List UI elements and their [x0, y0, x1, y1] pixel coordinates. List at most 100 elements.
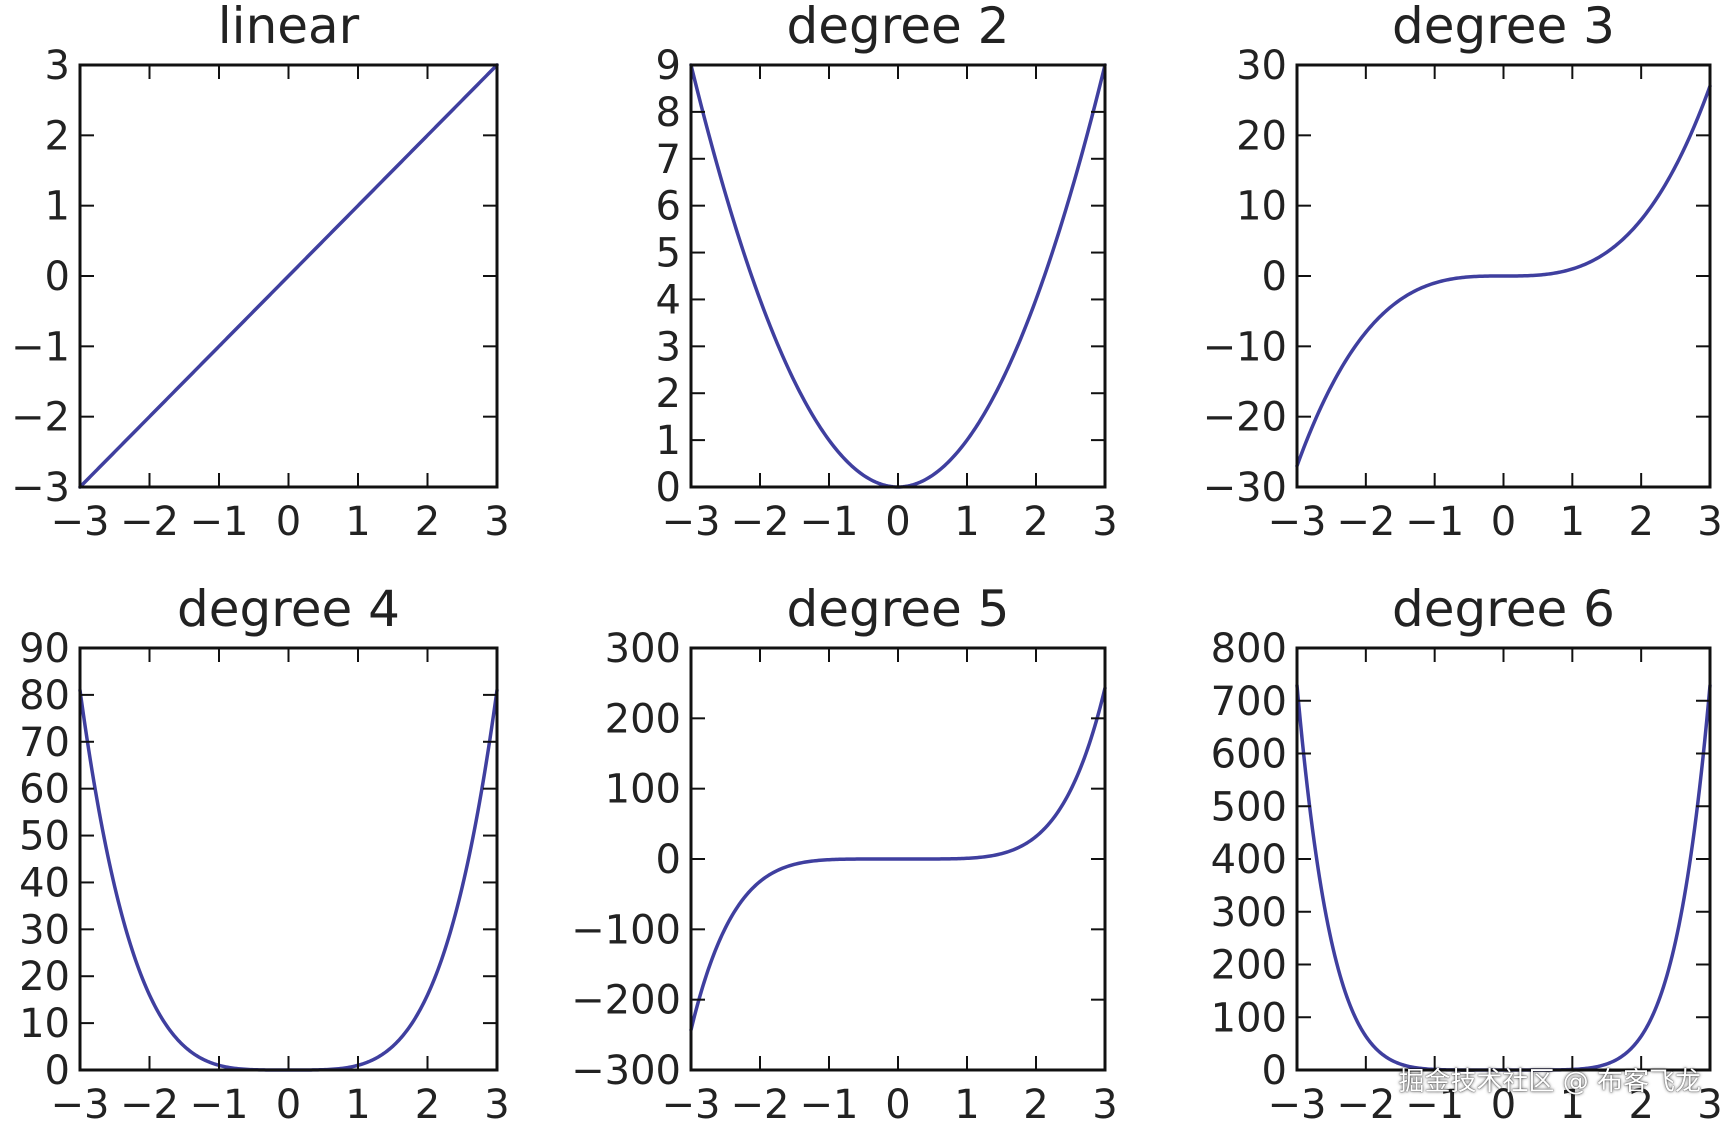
x-tick-label: −2	[731, 499, 790, 545]
y-tick-label: −200	[571, 978, 681, 1024]
y-tick-label: 400	[1211, 837, 1287, 883]
x-tick-label: 3	[1092, 499, 1117, 545]
y-tick-label: 60	[19, 767, 70, 813]
series-line	[689, 686, 1107, 1032]
x-tick-label: −2	[1336, 499, 1395, 545]
x-tick-label: 0	[276, 1082, 301, 1128]
x-tick-label: 3	[484, 499, 509, 545]
x-tick-label: −1	[190, 1082, 249, 1128]
x-tick-label: −1	[800, 499, 859, 545]
x-tick-label: 1	[954, 1082, 979, 1128]
x-tick-label: 3	[484, 1082, 509, 1128]
y-tick-label: 700	[1211, 679, 1287, 725]
x-tick-label: 2	[1628, 1082, 1653, 1128]
y-tick-label: 20	[1236, 113, 1287, 159]
y-tick-label: 0	[45, 254, 70, 300]
y-tick-label: 70	[19, 720, 70, 766]
x-tick-label: 2	[415, 499, 440, 545]
x-tick-label: 1	[1560, 499, 1585, 545]
x-tick-label: 0	[1491, 1082, 1516, 1128]
subplot-title: degree 4	[177, 580, 400, 638]
x-tick-label: −3	[1268, 499, 1327, 545]
subplot-title: degree 3	[1392, 0, 1615, 55]
y-tick-label: −10	[1203, 324, 1287, 370]
x-tick-label: −1	[190, 499, 249, 545]
x-tick-label: 1	[954, 499, 979, 545]
y-tick-label: 90	[19, 626, 70, 672]
x-tick-label: 0	[885, 1082, 910, 1128]
x-tick-label: −2	[120, 499, 179, 545]
series-line	[1295, 84, 1712, 468]
y-tick-label: −3	[11, 465, 70, 511]
x-tick-label: 2	[1023, 1082, 1048, 1128]
y-tick-label: 2	[45, 113, 70, 159]
x-tick-label: 2	[1023, 499, 1048, 545]
y-tick-label: 100	[1211, 995, 1287, 1041]
y-tick-label: 0	[656, 837, 681, 883]
y-tick-label: 10	[1236, 184, 1287, 230]
y-tick-label: 3	[45, 43, 70, 89]
x-tick-label: 0	[276, 499, 301, 545]
y-tick-label: 30	[19, 907, 70, 953]
x-tick-label: 1	[345, 1082, 370, 1128]
series-line	[1295, 683, 1712, 1072]
y-tick-label: 200	[1211, 943, 1287, 989]
y-tick-label: −20	[1203, 395, 1287, 441]
subplot-title: degree 2	[787, 0, 1010, 55]
x-tick-label: −1	[800, 1082, 859, 1128]
y-tick-label: 4	[656, 277, 681, 323]
y-tick-label: 10	[19, 1001, 70, 1047]
x-tick-label: −3	[662, 1082, 721, 1128]
y-tick-label: −2	[11, 395, 70, 441]
x-tick-label: 0	[1491, 499, 1516, 545]
watermark-text: 掘金技术社区 @ 布客飞龙	[1398, 1067, 1701, 1097]
y-tick-label: 300	[605, 626, 681, 672]
x-tick-label: −1	[1405, 1082, 1464, 1128]
x-tick-label: −2	[120, 1082, 179, 1128]
x-tick-label: −2	[731, 1082, 790, 1128]
x-tick-label: 1	[1560, 1082, 1585, 1128]
axes-frame	[78, 646, 499, 1072]
x-tick-label: 3	[1697, 1082, 1722, 1128]
x-tick-label: −3	[51, 499, 110, 545]
subplot-6: −3 −2 −1 0 1 2 30100200300400500600700800degre…	[1211, 580, 1723, 1128]
y-tick-label: 300	[1211, 890, 1287, 936]
y-tick-label: 7	[656, 137, 681, 183]
y-tick-label: 100	[605, 767, 681, 813]
y-tick-label: 20	[19, 954, 70, 1000]
x-tick-label: 2	[415, 1082, 440, 1128]
x-tick-label: −3	[662, 499, 721, 545]
y-tick-label: 50	[19, 814, 70, 860]
y-tick-label: 500	[1211, 784, 1287, 830]
y-tick-label: 9	[656, 43, 681, 89]
x-tick-label: 3	[1092, 1082, 1117, 1128]
y-tick-label: 0	[1262, 1048, 1287, 1094]
subplot-title: degree 5	[787, 580, 1010, 638]
y-tick-label: 6	[656, 184, 681, 230]
x-tick-label: −1	[1405, 499, 1464, 545]
y-tick-label: 40	[19, 860, 70, 906]
y-tick-label: 3	[656, 324, 681, 370]
x-tick-label: 0	[885, 499, 910, 545]
series-line	[689, 63, 1107, 489]
y-tick-label: 1	[45, 184, 70, 230]
y-tick-label: −100	[571, 907, 681, 953]
y-tick-label: −30	[1203, 465, 1287, 511]
y-tick-label: 0	[45, 1048, 70, 1094]
x-tick-label: 2	[1628, 499, 1653, 545]
x-tick-label: 3	[1697, 499, 1722, 545]
y-tick-label: 80	[19, 673, 70, 719]
y-tick-label: −1	[11, 324, 70, 370]
x-tick-label: −3	[51, 1082, 110, 1128]
y-tick-label: 0	[1262, 254, 1287, 300]
series-line	[78, 688, 499, 1072]
y-tick-label: 200	[605, 696, 681, 742]
series-line	[78, 63, 499, 489]
y-tick-label: 0	[656, 465, 681, 511]
